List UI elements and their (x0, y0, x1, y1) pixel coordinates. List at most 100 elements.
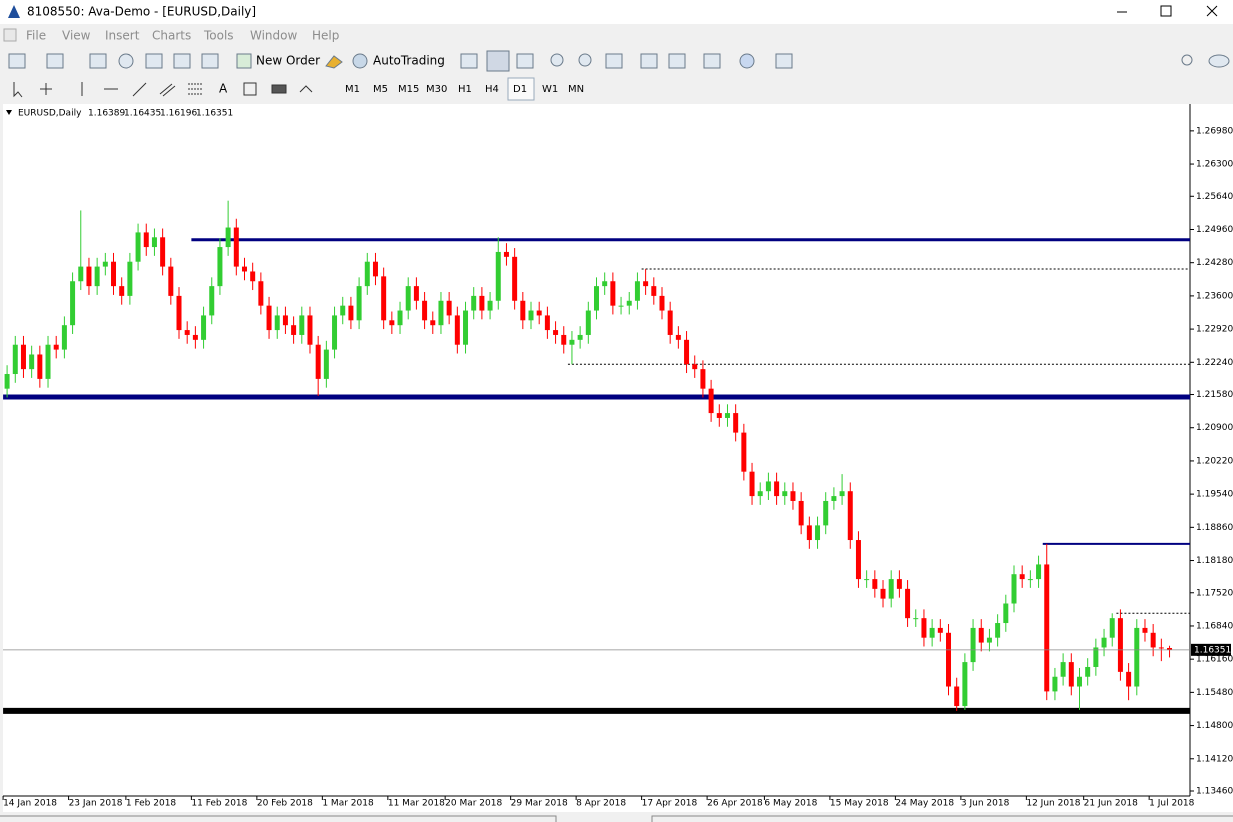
icon-templates[interactable] (775, 53, 793, 69)
candle-body (274, 315, 280, 331)
timeframe-button[interactable]: MN (568, 84, 584, 95)
y-tick-label: 1.22920 (1196, 325, 1233, 335)
chart-tabs (0, 815, 1233, 822)
candle-body (921, 618, 927, 638)
candle-body (405, 286, 411, 311)
icon-navigator[interactable] (118, 53, 134, 69)
icon-new-order[interactable] (236, 53, 252, 69)
tool-crosshair[interactable] (40, 83, 52, 95)
y-tick-label: 1.24960 (1196, 225, 1233, 235)
icon-tile[interactable] (605, 53, 623, 69)
candle-body (929, 627, 935, 638)
candle-body (888, 579, 894, 599)
candle-body (454, 315, 460, 345)
icon-data-window[interactable] (201, 53, 219, 69)
timeframe-button[interactable]: M30 (426, 84, 447, 95)
icon-search[interactable] (1181, 54, 1193, 66)
candle-body (724, 413, 730, 418)
icon-tester[interactable] (173, 53, 191, 69)
icon-periods[interactable] (739, 53, 755, 69)
tool-label[interactable] (243, 82, 257, 96)
candle-body (225, 227, 231, 248)
candle-body (340, 305, 346, 316)
icon-zoom-out[interactable] (578, 53, 592, 67)
icon-market-watch[interactable] (89, 53, 107, 69)
candle-body (905, 588, 911, 619)
icon-new-chart[interactable] (8, 53, 26, 69)
y-tick-label: 1.18180 (1196, 556, 1233, 566)
icon-zoom-in[interactable] (550, 53, 564, 67)
y-tick-label: 1.14120 (1196, 754, 1233, 764)
candle-body (53, 344, 59, 350)
x-tick-label: 20 Mar 2018 (445, 799, 502, 809)
tool-channel[interactable] (159, 83, 176, 97)
candle-body (585, 310, 591, 335)
candle-body (765, 481, 771, 492)
y-tick-label: 1.17520 (1196, 588, 1233, 598)
icon-terminal[interactable] (145, 53, 163, 69)
menu-item[interactable]: Window (250, 29, 298, 43)
close-button[interactable] (1206, 5, 1218, 17)
candle-body (757, 491, 763, 497)
icon-autotrading[interactable] (352, 53, 368, 69)
tool-shapes[interactable] (271, 84, 287, 94)
candle-body (209, 286, 215, 316)
candle-body (569, 339, 575, 345)
candle-body (1158, 647, 1164, 649)
icon-bar-chart[interactable] (460, 53, 478, 69)
candle-body (12, 344, 18, 375)
timeframe-button[interactable]: M15 (398, 84, 419, 95)
menu-item[interactable]: Charts (152, 29, 191, 43)
tool-trendline[interactable] (132, 82, 147, 97)
icon-indicators[interactable] (703, 53, 721, 69)
tool-cursor[interactable] (13, 82, 23, 98)
timeframe-button[interactable]: H4 (485, 84, 499, 95)
candle-body (741, 432, 747, 472)
icon-autoscroll[interactable] (640, 53, 658, 69)
y-tick-label: 1.14800 (1196, 721, 1233, 731)
menu-item[interactable]: View (62, 29, 91, 43)
icon-profiles[interactable] (46, 53, 64, 69)
candle-body (389, 320, 395, 326)
new-order-button[interactable]: New Order (256, 54, 320, 68)
candle-body (774, 481, 780, 497)
timeframe-button[interactable]: W1 (542, 84, 558, 95)
menu-item[interactable]: Help (312, 29, 339, 43)
timeframe-bar: M1 M5 M15 M30 H1 H4 D1 W1 MN (345, 84, 584, 95)
icon-line-chart[interactable] (516, 53, 534, 69)
maximize-button[interactable] (1160, 5, 1172, 17)
candle-body (168, 266, 174, 296)
candle-body (4, 374, 10, 389)
timeframe-button[interactable]: M1 (345, 84, 360, 95)
candle-body (356, 286, 362, 321)
tool-arrows[interactable] (299, 85, 313, 93)
candle-body (708, 388, 714, 414)
x-tick-label: 17 Apr 2018 (642, 799, 698, 809)
menu-item[interactable]: File (26, 29, 46, 43)
window-title: 8108550: Ava-Demo - [EURUSD,Daily] (27, 5, 256, 19)
menu-item[interactable]: Tools (203, 29, 234, 43)
price-scale (1190, 104, 1233, 812)
timeframe-button[interactable]: H1 (458, 84, 472, 95)
autotrading-button[interactable]: AutoTrading (373, 54, 445, 68)
menu-item[interactable]: Insert (105, 29, 140, 43)
tool-text[interactable]: A (219, 82, 228, 96)
current-price-box (1191, 643, 1231, 656)
candle-body (847, 491, 853, 541)
icon-meta-editor[interactable] (325, 55, 343, 69)
candle-body (634, 281, 640, 301)
x-tick-label: 20 Feb 2018 (257, 799, 313, 809)
tool-fibo[interactable] (188, 83, 202, 95)
icon-candlesticks[interactable] (486, 50, 510, 72)
candle-body (659, 295, 665, 311)
chart-menu-arrow[interactable] (6, 110, 12, 115)
timeframe-button[interactable]: D1 (513, 84, 527, 95)
timeframe-button[interactable]: M5 (373, 84, 388, 95)
icon-chart-shift[interactable] (668, 53, 686, 69)
y-tick-label: 1.16160 (1196, 655, 1233, 665)
candle-body (291, 325, 297, 335)
icon-chat[interactable] (1208, 54, 1230, 68)
candle-body (986, 637, 992, 643)
candle-body (1109, 618, 1115, 638)
candle-body (553, 330, 559, 335)
